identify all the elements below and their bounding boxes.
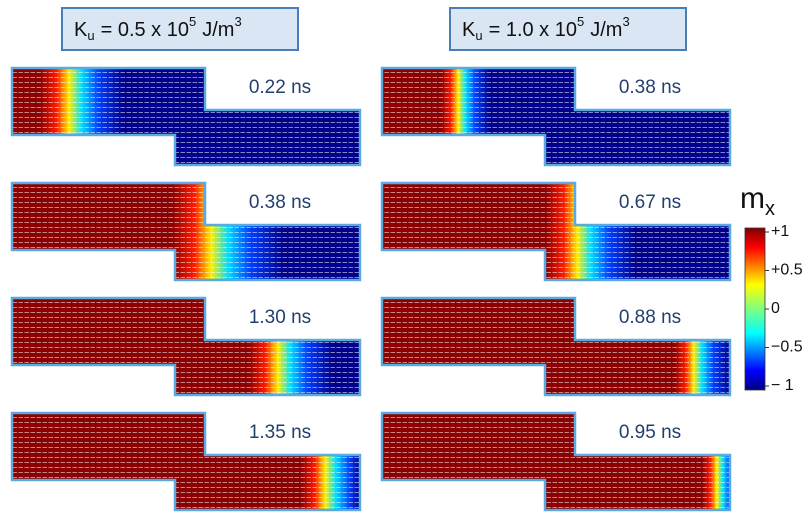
unit: J/m [202,19,234,41]
symbol: K [462,19,476,41]
colorbar-tick-label: +1 [771,223,789,240]
time-label: 0.88 ns [619,307,681,328]
exponent: 5 [189,14,196,29]
colorbar [745,228,765,390]
subscript: u [475,28,482,43]
time-label: 0.22 ns [249,77,311,98]
exponent: 5 [577,14,584,29]
label: m [740,182,765,215]
time-label: 0.67 ns [619,192,681,213]
unit: J/m [590,19,622,41]
time-label: 1.35 ns [249,422,311,443]
colorbar-tick-label: +0.5 [771,262,803,279]
colorbar-tick-label: − 1 [771,377,794,394]
colorbar-tick-label: −0.5 [771,339,803,356]
header-text: = 1.0 x 10 [489,19,577,41]
subscript: u [87,28,94,43]
label-subscript: x [765,198,775,220]
page: {"figure": { "columns": [ {"header": {"s… [0,0,811,519]
colorbar-label: mx [740,182,775,220]
time-label: 1.30 ns [249,307,311,328]
colorbar-tick-label: 0 [771,300,780,317]
unit-exponent: 3 [234,14,241,29]
time-label: 0.95 ns [619,422,681,443]
figure: Ku= 0.5 x 105J/m30.22 ns0.38 ns1.30 ns1.… [0,0,811,519]
time-label: 0.38 ns [249,192,311,213]
unit-exponent: 3 [622,14,629,29]
symbol: K [74,19,88,41]
time-label: 0.38 ns [619,77,681,98]
header-text: = 0.5 x 10 [101,19,189,41]
